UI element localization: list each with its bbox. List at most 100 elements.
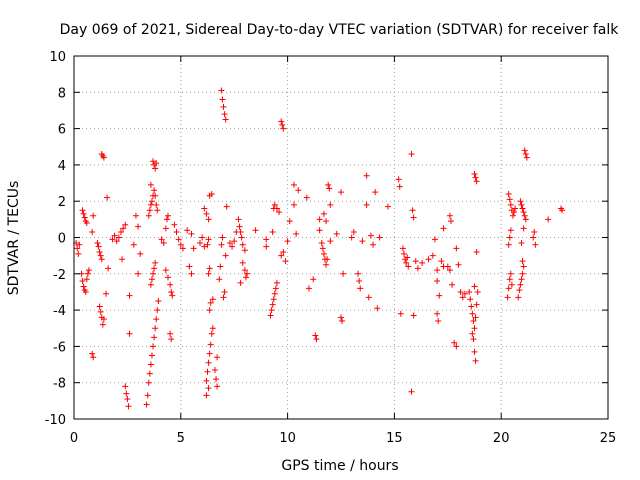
data-point xyxy=(273,279,280,286)
data-point xyxy=(269,301,276,308)
data-point xyxy=(151,265,158,272)
data-point xyxy=(444,263,451,270)
data-point xyxy=(100,316,107,323)
data-point xyxy=(160,239,167,246)
data-point xyxy=(269,229,276,236)
data-point xyxy=(384,203,391,210)
data-point xyxy=(96,249,103,256)
data-point xyxy=(520,209,527,216)
data-point xyxy=(507,270,514,277)
data-point xyxy=(150,343,157,350)
data-point xyxy=(520,263,527,270)
data-point xyxy=(505,241,512,248)
data-point xyxy=(186,263,193,270)
data-point xyxy=(130,241,137,248)
data-point xyxy=(169,292,176,299)
data-point xyxy=(511,209,518,216)
data-point xyxy=(401,250,408,257)
data-point xyxy=(80,210,87,217)
data-point xyxy=(434,278,441,285)
data-point xyxy=(359,238,366,245)
data-point xyxy=(75,250,82,257)
data-point xyxy=(280,249,287,256)
data-point xyxy=(162,267,169,274)
data-point xyxy=(270,296,277,303)
data-point xyxy=(132,212,139,219)
data-point xyxy=(461,290,468,297)
data-point xyxy=(74,245,81,252)
data-point xyxy=(222,252,229,259)
data-point xyxy=(145,379,152,386)
data-point xyxy=(419,259,426,266)
data-point xyxy=(147,281,154,288)
data-point xyxy=(148,352,155,359)
y-tick-label: 2 xyxy=(58,195,66,210)
data-point xyxy=(327,238,334,245)
data-point xyxy=(453,245,460,252)
data-point xyxy=(188,270,195,277)
data-point xyxy=(340,270,347,277)
data-point xyxy=(213,376,220,383)
data-point xyxy=(474,288,481,295)
data-point xyxy=(507,227,514,234)
data-point xyxy=(271,201,278,208)
data-point xyxy=(97,308,104,315)
data-point xyxy=(175,236,182,243)
data-point xyxy=(220,103,227,110)
y-axis-ticks: -10 -8 -6 -4 -2 0 2 4 6 8 10 xyxy=(45,50,608,428)
data-point xyxy=(531,229,538,236)
data-point xyxy=(509,212,516,219)
data-point xyxy=(214,354,221,361)
data-point xyxy=(520,225,527,232)
data-point xyxy=(143,401,150,408)
data-point xyxy=(280,125,287,132)
data-point xyxy=(148,276,155,283)
data-point xyxy=(76,241,83,248)
data-point xyxy=(120,225,127,232)
data-point xyxy=(268,307,275,314)
data-point xyxy=(473,178,480,185)
data-point xyxy=(241,267,248,274)
data-point xyxy=(221,288,228,295)
data-point xyxy=(81,214,88,221)
data-point xyxy=(291,201,298,208)
data-point xyxy=(355,270,362,277)
data-point xyxy=(155,298,162,305)
data-point xyxy=(179,245,186,252)
data-point xyxy=(518,276,525,283)
data-point xyxy=(135,270,142,277)
data-point xyxy=(435,317,442,324)
data-point xyxy=(217,263,224,270)
data-point xyxy=(319,245,326,252)
data-point xyxy=(339,317,346,324)
data-point xyxy=(103,290,110,297)
data-point xyxy=(94,239,101,246)
data-point xyxy=(206,265,213,272)
data-point xyxy=(348,234,355,241)
data-point xyxy=(324,256,331,263)
data-point xyxy=(414,265,421,272)
data-point xyxy=(100,154,107,161)
data-point xyxy=(153,160,160,167)
data-point xyxy=(153,201,160,208)
data-point xyxy=(201,243,208,250)
data-point xyxy=(519,258,526,265)
data-point xyxy=(197,239,204,246)
data-point xyxy=(199,234,206,241)
data-point xyxy=(113,238,120,245)
data-point xyxy=(150,270,157,277)
data-point xyxy=(151,334,158,341)
x-tick-label: 0 xyxy=(70,431,78,446)
data-point xyxy=(80,283,87,290)
data-point xyxy=(473,301,480,308)
y-tick-label: -2 xyxy=(53,268,66,283)
data-point xyxy=(303,194,310,201)
data-point xyxy=(521,147,528,154)
data-point xyxy=(152,259,159,266)
data-point xyxy=(235,216,242,223)
data-point xyxy=(459,294,466,301)
data-point xyxy=(409,207,416,214)
data-point xyxy=(326,185,333,192)
data-point xyxy=(96,303,103,310)
data-point xyxy=(241,247,248,254)
